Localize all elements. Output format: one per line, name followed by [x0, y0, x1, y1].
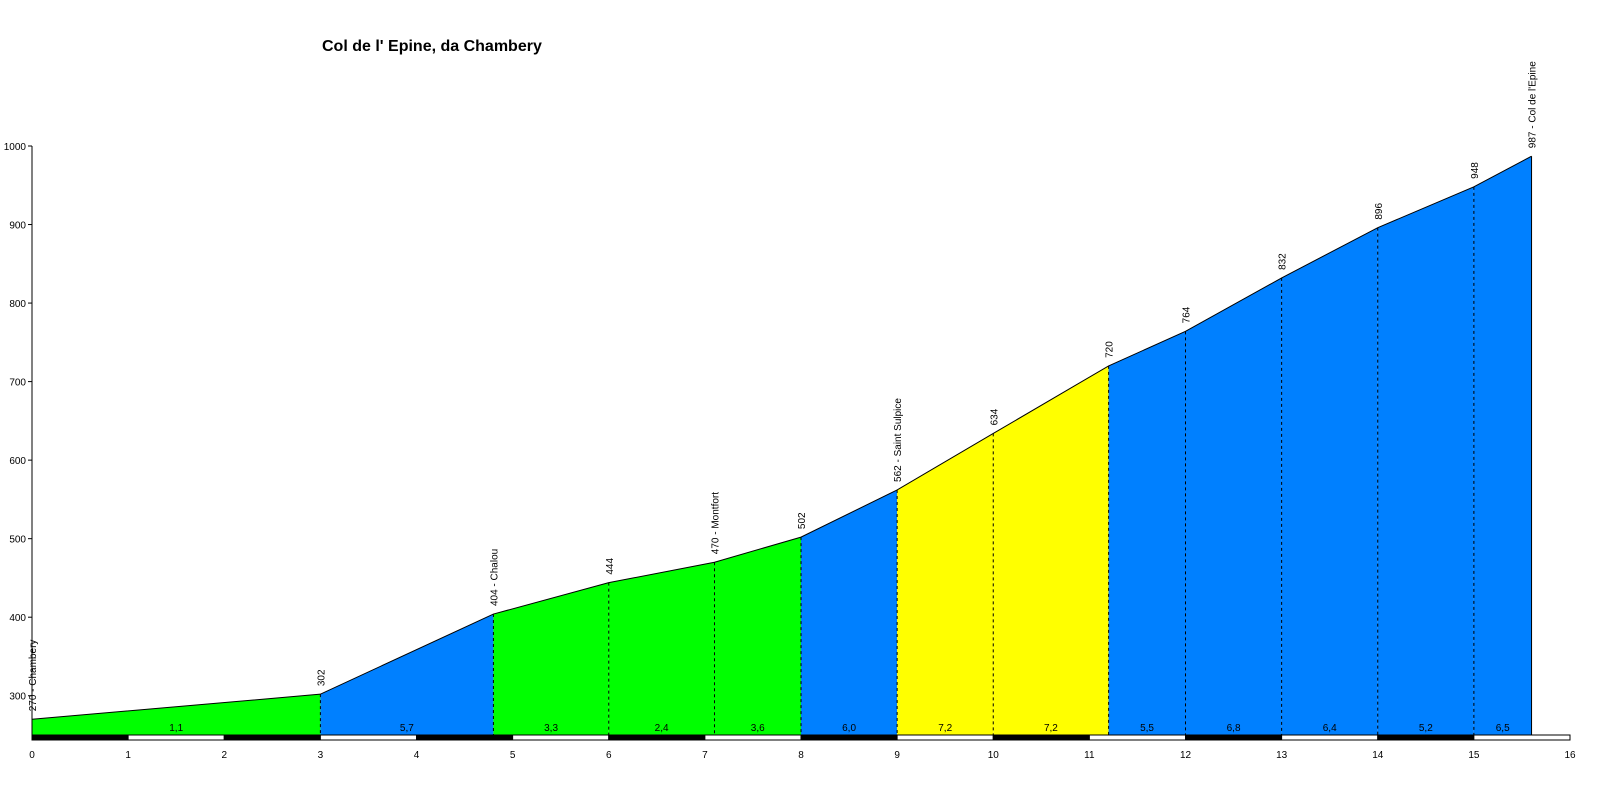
altitude-label: 896 — [1374, 203, 1385, 220]
y-tick-label: 300 — [9, 692, 26, 703]
segment-dividers — [319, 156, 1533, 735]
km-block — [800, 734, 898, 741]
segment-area-8 — [1108, 331, 1186, 735]
x-tick-label: 13 — [1276, 750, 1288, 761]
segment-area-3 — [608, 562, 715, 735]
gradient-label: 1,1 — [169, 723, 183, 734]
gradient-label: 5,5 — [1140, 723, 1154, 734]
km-block — [896, 734, 994, 741]
altitude-label: 444 — [605, 558, 616, 575]
km-block — [319, 734, 417, 741]
segment-area-9 — [1185, 277, 1282, 735]
x-tick-label: 6 — [606, 750, 612, 761]
x-tick-label: 14 — [1372, 750, 1384, 761]
km-block — [512, 734, 610, 741]
distance-bar — [31, 734, 1571, 741]
altitude-label: 987 - Col de l'Epine — [1528, 61, 1539, 148]
x-tick-label: 3 — [318, 750, 324, 761]
gradient-label: 6,4 — [1323, 723, 1337, 734]
x-tick-label: 12 — [1180, 750, 1192, 761]
segment-area-5 — [801, 489, 898, 735]
segment-area-2 — [493, 582, 609, 735]
segment-area-0 — [32, 694, 321, 735]
y-tick-label: 600 — [9, 456, 26, 467]
x-tick-label: 0 — [29, 750, 35, 761]
x-tick-label: 15 — [1468, 750, 1480, 761]
km-block — [127, 734, 225, 741]
km-block — [1088, 734, 1186, 741]
altitude-label: 404 - Chalou — [489, 549, 500, 606]
gradient-label: 2,4 — [655, 723, 669, 734]
x-tick-label: 8 — [798, 750, 804, 761]
x-tick-label: 2 — [221, 750, 227, 761]
km-block — [608, 734, 706, 741]
segment-areas — [31, 155, 1532, 735]
segment-area-11 — [1377, 186, 1474, 735]
km-block — [31, 734, 129, 741]
profile-line — [31, 155, 1532, 720]
y-tick-label: 400 — [9, 613, 26, 624]
altitude-label: 302 — [316, 669, 327, 686]
segment-area-1 — [320, 614, 494, 735]
altitude-label: 270 - Chambery — [28, 640, 39, 712]
segment-area-10 — [1281, 227, 1378, 735]
altitude-label: 634 — [989, 408, 1000, 425]
altitude-label: 502 — [797, 512, 808, 529]
altitude-label: 832 — [1278, 253, 1289, 270]
km-block — [1473, 734, 1571, 741]
gradient-label: 3,6 — [751, 723, 765, 734]
gradient-label: 5,2 — [1419, 723, 1433, 734]
km-block — [1185, 734, 1283, 741]
x-tick-label: 11 — [1084, 750, 1095, 761]
x-tick-label: 7 — [702, 750, 708, 761]
segment-area-6 — [897, 433, 994, 735]
gradient-label: 5,7 — [400, 723, 414, 734]
km-block — [704, 734, 802, 741]
km-block — [416, 734, 514, 741]
km-block — [992, 734, 1090, 741]
gradient-label: 3,3 — [544, 723, 558, 734]
km-block — [223, 734, 321, 741]
segment-area-4 — [714, 537, 801, 735]
gradient-label: 7,2 — [938, 723, 952, 734]
x-tick-label: 16 — [1564, 750, 1576, 761]
y-tick-label: 700 — [9, 378, 26, 389]
x-tick-label: 9 — [894, 750, 900, 761]
km-block — [1377, 734, 1475, 741]
altitude-labels: 270 - Chambery 302 404 - Chalou 444 470 - Mo… — [28, 61, 1539, 711]
gradient-label: 6,5 — [1496, 723, 1510, 734]
axes — [28, 145, 33, 735]
x-tick-label: 10 — [988, 750, 1000, 761]
y-tick-label: 500 — [9, 535, 26, 546]
x-tick-label: 4 — [414, 750, 420, 761]
altitude-label: 470 - Montfort — [710, 492, 721, 554]
gradient-label: 6,8 — [1227, 723, 1241, 734]
gradient-labels: 1,1 5,7 3,3 2,4 3,6 6,0 7,2 7,2 5,5 6,8 6,4 5,2 6,5 — [169, 723, 1510, 734]
x-tick-label: 5 — [510, 750, 516, 761]
altitude-label: 764 — [1182, 306, 1193, 323]
y-tick-label: 800 — [9, 299, 26, 310]
altitude-label: 562 - Saint Sulpice — [893, 398, 904, 482]
altitude-label: 948 — [1470, 162, 1481, 179]
gradient-label: 6,0 — [842, 723, 856, 734]
gradient-label: 7,2 — [1044, 723, 1058, 734]
altitude-label: 720 — [1105, 341, 1116, 358]
km-block — [1281, 734, 1379, 741]
segment-area-12 — [1473, 156, 1532, 735]
y-tick-label: 900 — [9, 221, 26, 232]
segment-area-7 — [993, 365, 1109, 735]
y-tick-label: 1000 — [4, 142, 27, 153]
chart-title: Col de l' Epine, da Chambery — [322, 38, 542, 55]
x-tick-label: 1 — [125, 750, 131, 761]
